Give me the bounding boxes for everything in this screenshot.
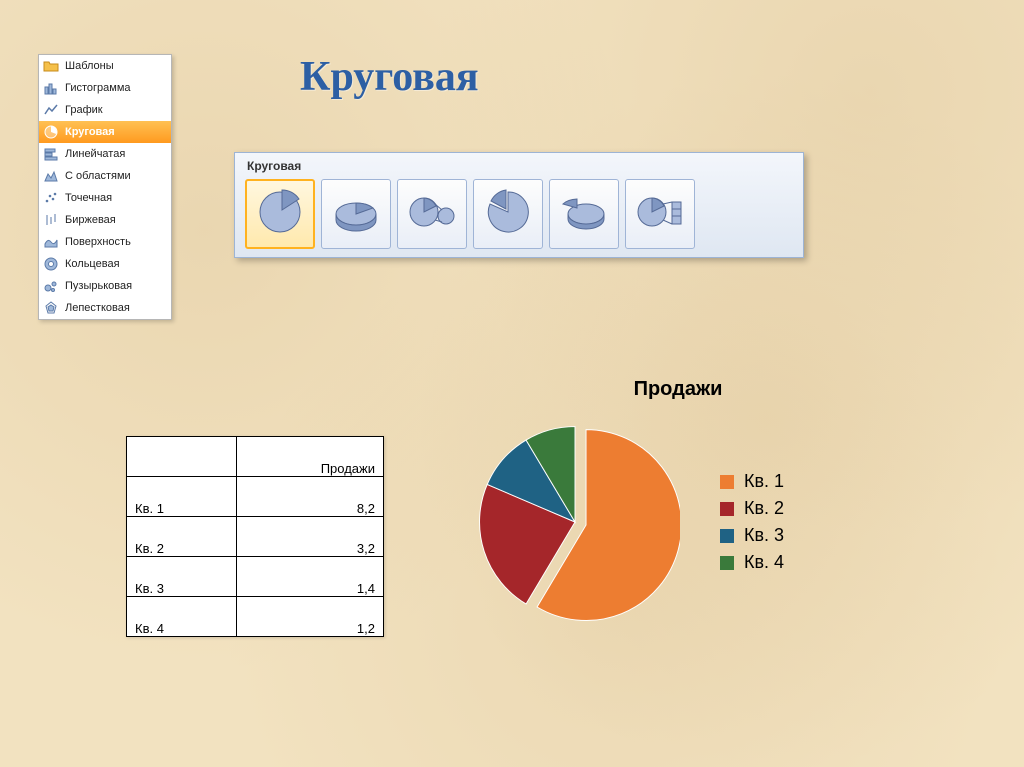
area-icon (43, 168, 59, 184)
table-header: Продажи (237, 437, 384, 477)
sidebar-item-radar[interactable]: Лепестковая (39, 297, 171, 319)
legend-item: Кв. 2 (720, 498, 784, 519)
legend-swatch (720, 475, 734, 489)
ribbon-pie-gallery: Круговая (234, 152, 804, 258)
legend-item: Кв. 3 (720, 525, 784, 546)
sidebar-item-label: С областями (65, 170, 131, 182)
sidebar-item-folder[interactable]: Шаблоны (39, 55, 171, 77)
ribbon-group-label: Круговая (247, 159, 797, 173)
table-row: Кв. 4 1,2 (127, 597, 384, 637)
sidebar-item-label: Шаблоны (65, 60, 114, 72)
pie-3d-icon (328, 184, 384, 245)
surface-icon (43, 234, 59, 250)
ribbon-pie-2d-button[interactable] (245, 179, 315, 249)
legend-label: Кв. 4 (744, 552, 784, 573)
sidebar-item-label: Линейчатая (65, 148, 125, 160)
sidebar-item-doughnut[interactable]: Кольцевая (39, 253, 171, 275)
table-row: Кв. 3 1,4 (127, 557, 384, 597)
sidebar-item-label: Гистограмма (65, 82, 131, 94)
sidebar-item-label: Биржевая (65, 214, 116, 226)
sidebar-item-surface[interactable]: Поверхность (39, 231, 171, 253)
bar-of-pie-icon (632, 184, 688, 245)
legend-swatch (720, 529, 734, 543)
row-value: 3,2 (237, 517, 384, 557)
sidebar-item-pie[interactable]: Круговая (39, 121, 171, 143)
ribbon-pie-of-pie-button[interactable] (397, 179, 467, 249)
sidebar-item-label: Лепестковая (65, 302, 130, 314)
doughnut-icon (43, 256, 59, 272)
row-value: 8,2 (237, 477, 384, 517)
legend-item: Кв. 1 (720, 471, 784, 492)
folder-icon (43, 58, 59, 74)
scatter-icon (43, 190, 59, 206)
sidebar-item-bar[interactable]: Гистограмма (39, 77, 171, 99)
sidebar-item-label: Поверхность (65, 236, 131, 248)
legend-swatch (720, 502, 734, 516)
stock-icon (43, 212, 59, 228)
row-label: Кв. 1 (127, 477, 237, 517)
table-row: Кв. 2 3,2 (127, 517, 384, 557)
page-title: Круговая (300, 52, 479, 101)
sidebar-item-bubble[interactable]: Пузырьковая (39, 275, 171, 297)
sidebar-item-hbar[interactable]: Линейчатая (39, 143, 171, 165)
legend-swatch (720, 556, 734, 570)
ribbon-pie-3d-button[interactable] (321, 179, 391, 249)
ribbon-pie-exploded-3d-button[interactable] (549, 179, 619, 249)
legend-label: Кв. 2 (744, 498, 784, 519)
row-label: Кв. 2 (127, 517, 237, 557)
sidebar-item-label: Кольцевая (65, 258, 120, 270)
pie-icon (43, 124, 59, 140)
chart-title: Продажи (548, 378, 808, 401)
chart-type-list: Шаблоны Гистограмма График Круговая Линейчат… (38, 54, 172, 320)
bar-icon (43, 80, 59, 96)
hbar-icon (43, 146, 59, 162)
table-row: Кв. 1 8,2 (127, 477, 384, 517)
legend-item: Кв. 4 (720, 552, 784, 573)
table-corner (127, 437, 237, 477)
sidebar-item-label: График (65, 104, 103, 116)
radar-icon (43, 300, 59, 316)
sidebar-item-scatter[interactable]: Точечная (39, 187, 171, 209)
pie-svg (470, 417, 680, 627)
pie-exploded-3d-icon (556, 184, 612, 245)
sidebar-item-label: Круговая (65, 126, 115, 138)
sidebar-item-label: Пузырьковая (65, 280, 132, 292)
sidebar-item-area[interactable]: С областями (39, 165, 171, 187)
row-value: 1,2 (237, 597, 384, 637)
ribbon-pie-exploded-button[interactable] (473, 179, 543, 249)
sales-table: Продажи Кв. 1 8,2 Кв. 2 3,2 Кв. 3 1,4 Кв… (126, 436, 384, 637)
sidebar-item-line[interactable]: График (39, 99, 171, 121)
row-label: Кв. 3 (127, 557, 237, 597)
pie-exploded-icon (480, 184, 536, 245)
pie-2d-icon (252, 184, 308, 245)
pie-of-pie-icon (404, 184, 460, 245)
legend-label: Кв. 3 (744, 525, 784, 546)
ribbon-bar-of-pie-button[interactable] (625, 179, 695, 249)
sidebar-item-label: Точечная (65, 192, 112, 204)
row-label: Кв. 4 (127, 597, 237, 637)
sidebar-item-stock[interactable]: Биржевая (39, 209, 171, 231)
bubble-icon (43, 278, 59, 294)
legend-label: Кв. 1 (744, 471, 784, 492)
row-value: 1,4 (237, 557, 384, 597)
sales-pie-chart: Продажи Кв. 1 Кв. 2 Кв. 3 Кв. 4 (470, 378, 920, 627)
line-icon (43, 102, 59, 118)
chart-legend: Кв. 1 Кв. 2 Кв. 3 Кв. 4 (720, 465, 784, 579)
